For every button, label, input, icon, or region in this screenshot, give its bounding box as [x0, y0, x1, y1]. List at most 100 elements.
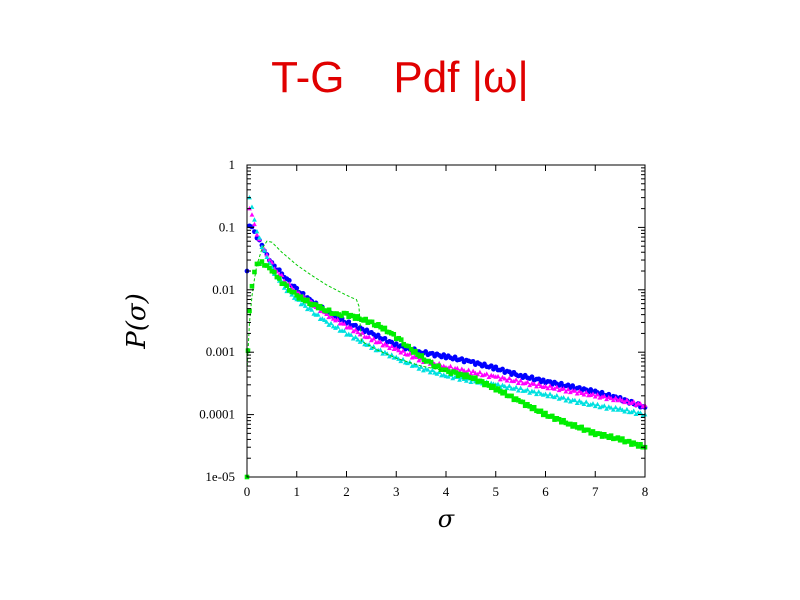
data-point — [624, 397, 630, 402]
data-point — [414, 363, 420, 368]
data-point — [522, 388, 528, 393]
x-axis-label: σ — [438, 505, 455, 533]
data-point — [454, 365, 460, 371]
data-point — [633, 411, 639, 417]
data-point — [460, 372, 465, 378]
data-point — [561, 417, 566, 423]
data-point — [574, 391, 580, 396]
data-point — [590, 401, 596, 406]
data-point — [500, 366, 505, 372]
data-point — [504, 385, 510, 391]
data-point — [289, 292, 295, 297]
data-point — [388, 330, 394, 336]
data-point — [506, 383, 512, 388]
data-point — [527, 382, 533, 388]
y-tick-label: 0.01 — [212, 282, 235, 297]
data-point — [462, 374, 467, 380]
data-point — [277, 276, 282, 281]
y-tick-label: 0.1 — [219, 219, 235, 234]
data-point — [324, 311, 329, 316]
series-0 — [244, 223, 648, 410]
x-tick-label: 0 — [244, 484, 251, 499]
data-point — [470, 368, 476, 374]
data-point — [368, 345, 374, 350]
data-point — [518, 385, 524, 391]
data-point — [389, 339, 395, 345]
data-point — [583, 399, 589, 404]
data-point — [257, 235, 262, 240]
data-point — [448, 363, 453, 369]
data-point — [464, 372, 469, 378]
data-point — [282, 281, 287, 287]
data-point — [401, 341, 407, 347]
data-point — [619, 407, 625, 412]
data-point — [396, 335, 402, 341]
axes: 0 1 2 3 4 5 6 7 8 1e-05 0.0001 0.001 0.01 0.1 1 — [199, 157, 648, 499]
data-point — [346, 319, 352, 325]
data-point — [380, 343, 386, 348]
data-point — [534, 391, 539, 397]
data-point — [252, 217, 257, 222]
x-tick-label: 5 — [493, 484, 500, 499]
x-tick-label: 3 — [393, 484, 400, 499]
data-point — [382, 349, 388, 355]
y-axis-label: P(σ) — [122, 293, 152, 350]
data-point — [531, 381, 537, 386]
data-point — [638, 410, 643, 415]
data-point — [339, 313, 344, 319]
data-point — [466, 367, 472, 372]
data-point — [608, 405, 614, 410]
data-point — [543, 383, 548, 389]
data-point — [403, 343, 409, 349]
data-point — [595, 392, 600, 397]
data-point — [617, 396, 623, 401]
data-point — [463, 378, 469, 383]
data-point — [262, 248, 267, 253]
data-point — [450, 375, 456, 381]
data-point — [552, 386, 557, 391]
data-point — [341, 321, 347, 326]
data-point — [276, 267, 282, 273]
data-point — [586, 427, 591, 433]
data-point — [459, 366, 465, 371]
data-point — [307, 305, 312, 311]
x-tick-label: 8 — [642, 484, 649, 499]
data-point — [484, 371, 490, 376]
data-point — [331, 311, 337, 316]
data-point — [622, 409, 628, 414]
data-point — [329, 311, 334, 316]
data-point — [416, 357, 422, 363]
data-point — [302, 303, 308, 308]
data-point — [536, 381, 542, 386]
data-point — [579, 400, 585, 405]
series-line — [246, 240, 447, 372]
data-point — [577, 388, 582, 394]
data-point — [313, 302, 319, 307]
data-point — [387, 354, 392, 359]
data-point — [531, 404, 537, 410]
data-point — [624, 406, 630, 412]
data-point — [428, 359, 434, 365]
data-point — [473, 375, 478, 380]
data-point — [309, 307, 315, 312]
data-point — [393, 345, 399, 351]
data-point — [468, 379, 474, 384]
data-point — [638, 401, 643, 406]
data-point — [572, 397, 578, 403]
data-point — [355, 337, 361, 342]
data-point — [549, 413, 555, 419]
data-point — [613, 404, 619, 410]
data-point — [441, 352, 447, 358]
data-point — [495, 373, 501, 379]
data-point — [597, 431, 603, 437]
data-point — [380, 351, 386, 356]
data-point — [269, 268, 275, 274]
data-point — [398, 350, 404, 355]
data-point — [434, 371, 440, 376]
data-point — [441, 367, 446, 373]
data-point — [590, 391, 596, 396]
data-point — [626, 438, 632, 444]
data-point — [443, 367, 449, 373]
data-point — [353, 322, 358, 328]
data-point — [413, 348, 418, 354]
